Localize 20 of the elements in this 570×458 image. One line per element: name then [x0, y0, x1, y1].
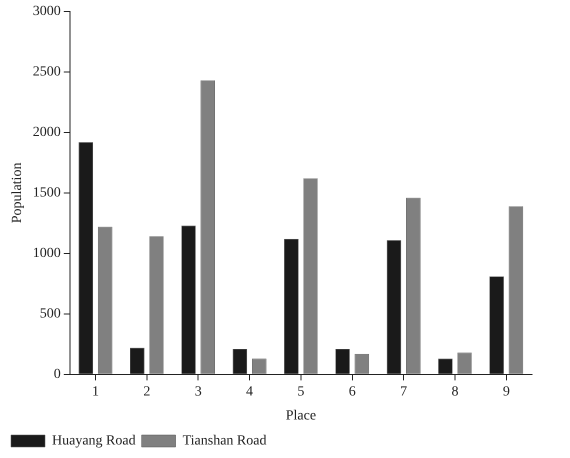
y-tick-label: 1500 — [32, 186, 61, 201]
y-tick-label: 3000 — [32, 4, 61, 20]
x-tick-label: 5 — [297, 384, 304, 400]
y-tick-label: 0 — [54, 367, 61, 382]
legend-label: Tianshan Road — [182, 434, 266, 449]
x-tick-label: 7 — [400, 384, 408, 400]
x-axis-title: Place — [286, 408, 316, 424]
legend-label: Huayang Road — [52, 434, 136, 449]
x-tick-label: 6 — [348, 384, 356, 400]
x-tick-label: 8 — [451, 384, 458, 400]
y-axis-title: Population — [10, 162, 26, 224]
x-tick-label: 4 — [246, 384, 254, 400]
y-tick-label: 1000 — [32, 246, 61, 262]
x-tick-label: 9 — [502, 384, 510, 400]
y-tick-label: 2000 — [32, 125, 61, 140]
x-tick-label: 2 — [143, 384, 150, 400]
y-tick-label: 2500 — [32, 64, 61, 80]
y-tick-label: 500 — [40, 306, 61, 322]
x-tick-label: 1 — [92, 384, 99, 400]
x-tick-label: 3 — [194, 384, 202, 400]
